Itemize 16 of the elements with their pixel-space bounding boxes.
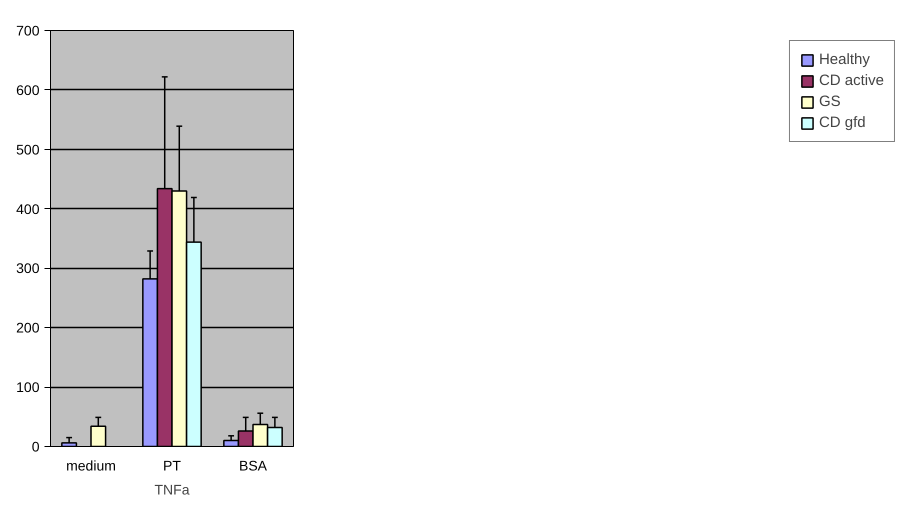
legend-label: Healthy — [818, 51, 870, 68]
legend-label: CD active — [818, 72, 884, 89]
legend-label: GS — [818, 93, 841, 110]
x-tick-label: medium — [66, 458, 116, 474]
x-tick-label: PT — [163, 458, 182, 474]
y-tick-label: 700 — [16, 22, 40, 38]
x-tick-label: BSA — [238, 458, 268, 474]
y-tick-label: 600 — [16, 82, 40, 98]
y-tick-label: 300 — [16, 260, 40, 276]
y-tick-label: 500 — [16, 141, 40, 158]
y-tick-label: 200 — [16, 320, 40, 336]
y-tick-label: 100 — [16, 379, 40, 396]
x-axis-title: TNFa — [154, 482, 190, 498]
y-tick-label: 0 — [32, 438, 40, 454]
y-tick-label: 400 — [16, 200, 40, 217]
legend-label: CD gfd — [818, 114, 866, 131]
